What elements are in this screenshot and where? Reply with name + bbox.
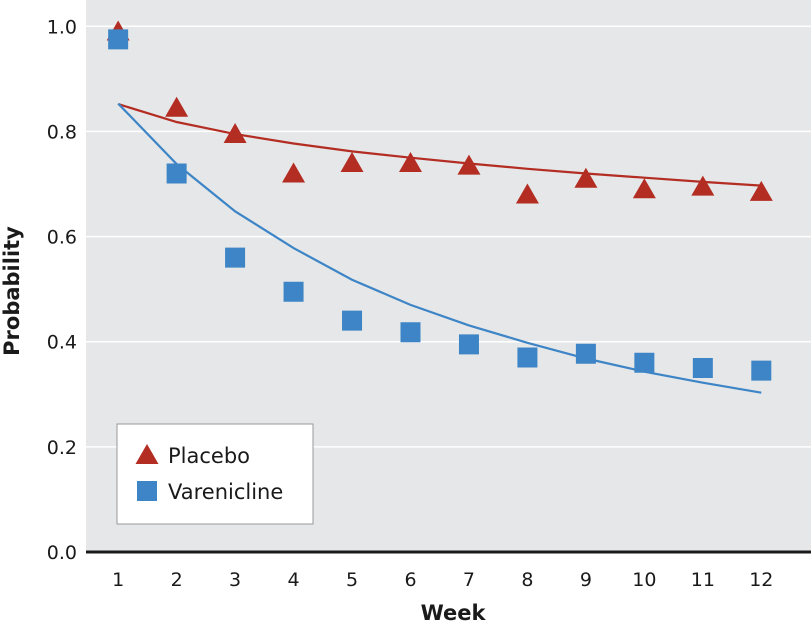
- point-placebo: [340, 151, 364, 172]
- x-tick-labels: 1 2 3 4 5 6 7 8 9 10 11 12: [112, 569, 773, 591]
- x-tick-label: 4: [288, 569, 300, 591]
- point-varenicline: [634, 352, 655, 373]
- legend-marker-varenicline: [137, 481, 157, 501]
- point-placebo: [457, 154, 481, 175]
- x-tick-label: 11: [691, 569, 715, 591]
- y-tick-label: 0.4: [47, 332, 77, 354]
- x-tick-label: 6: [404, 569, 416, 591]
- point-placebo: [749, 180, 773, 201]
- point-varenicline: [108, 29, 129, 50]
- point-varenicline: [458, 334, 479, 355]
- y-axis-title: Probability: [0, 226, 24, 356]
- point-varenicline: [400, 322, 421, 343]
- legend: Placebo Varenicline: [116, 423, 314, 525]
- x-tick-label: 3: [229, 569, 241, 591]
- x-tick-label: 5: [346, 569, 358, 591]
- legend-box: [116, 423, 314, 525]
- point-placebo: [691, 175, 715, 196]
- point-varenicline: [575, 343, 596, 364]
- fit-curves: [117, 102, 762, 394]
- point-placebo: [398, 151, 422, 172]
- point-varenicline: [166, 163, 187, 184]
- y-tick-label: 1.0: [47, 16, 77, 38]
- point-varenicline: [692, 358, 713, 378]
- legend-label-varenicline: Varenicline: [168, 480, 283, 504]
- y-tick-label: 0.0: [47, 542, 77, 564]
- x-tick-label: 2: [171, 569, 183, 591]
- y-tick-labels: 0.0 0.2 0.4 0.6 0.8 1.0: [47, 16, 77, 564]
- fit-line-placebo: [117, 103, 762, 187]
- point-placebo: [282, 162, 306, 183]
- x-tick-label: 1: [112, 569, 124, 591]
- y-tick-label: 0.2: [47, 437, 77, 459]
- point-placebo: [574, 167, 598, 188]
- x-tick-label: 8: [521, 569, 533, 591]
- point-placebo: [223, 123, 247, 144]
- legend-label-placebo: Placebo: [168, 444, 250, 468]
- point-placebo: [632, 178, 656, 199]
- data-points: [106, 20, 773, 381]
- point-varenicline: [517, 347, 538, 368]
- x-tick-label: 10: [632, 569, 656, 591]
- y-tick-label: 0.8: [47, 121, 77, 143]
- x-tick-label: 9: [580, 569, 592, 591]
- point-placebo: [515, 183, 539, 204]
- point-varenicline: [283, 281, 304, 302]
- x-tick-label: 12: [749, 569, 773, 591]
- point-varenicline: [342, 310, 363, 331]
- y-tick-label: 0.6: [47, 227, 77, 249]
- x-tick-label: 7: [463, 569, 475, 591]
- fit-line-varenicline: [117, 102, 762, 394]
- point-placebo: [165, 96, 189, 117]
- point-varenicline: [225, 247, 246, 268]
- point-varenicline: [751, 360, 772, 381]
- legend-marker-placebo: [135, 444, 159, 464]
- x-axis-title: Week: [421, 601, 487, 625]
